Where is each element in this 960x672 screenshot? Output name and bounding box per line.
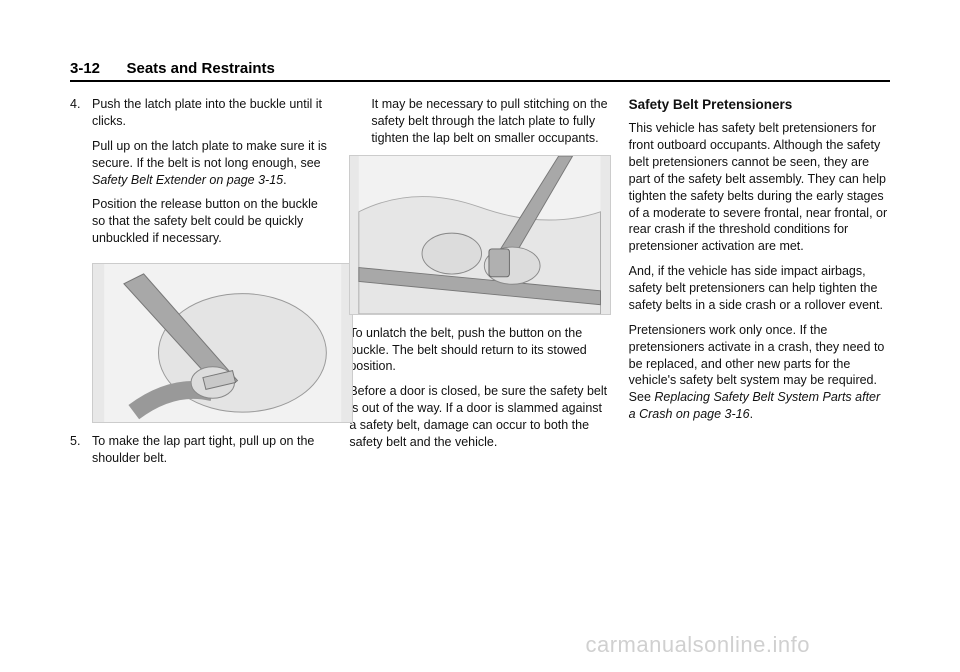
paragraph: To unlatch the belt, push the button on … [349, 325, 610, 376]
manual-page: 3-12 Seats and Restraints 4. Push the la… [70, 60, 890, 620]
text: . [283, 173, 286, 187]
page-number: 3-12 [70, 60, 100, 77]
reference-link: Safety Belt Extender on page 3-15 [92, 173, 283, 187]
section-title: Seats and Restraints [126, 60, 274, 77]
paragraph: Pull up on the latch plate to make sure … [92, 138, 331, 189]
paragraph: To make the lap part tight, pull up on t… [92, 433, 331, 467]
column-1: 4. Push the latch plate into the buckle … [70, 96, 331, 483]
column-3: Safety Belt Pretensioners This vehicle h… [629, 96, 890, 483]
step-number: 4. [70, 96, 84, 255]
subsection-heading: Safety Belt Pretensioners [629, 96, 890, 114]
seatbelt-figure-2 [349, 155, 610, 315]
step-body: To make the lap part tight, pull up on t… [92, 433, 331, 475]
step-body: Push the latch plate into the buckle unt… [92, 96, 331, 255]
text: Pull up on the latch plate to make sure … [92, 139, 327, 170]
content-columns: 4. Push the latch plate into the buckle … [70, 96, 890, 483]
column-2: It may be necessary to pull stitching on… [349, 96, 610, 483]
reference-link: Replacing Safety Belt System Parts after… [629, 390, 881, 421]
text: . [750, 407, 753, 421]
paragraph: This vehicle has safety belt pretensione… [629, 120, 890, 255]
step-number: 5. [70, 433, 84, 475]
step-4: 4. Push the latch plate into the buckle … [70, 96, 331, 255]
paragraph: It may be necessary to pull stitching on… [371, 96, 610, 147]
paragraph: Push the latch plate into the buckle unt… [92, 96, 331, 130]
step-5: 5. To make the lap part tight, pull up o… [70, 433, 331, 475]
page-header: 3-12 Seats and Restraints [70, 60, 890, 82]
paragraph: Pretensioners work only once. If the pre… [629, 322, 890, 423]
paragraph: Position the release button on the buckl… [92, 196, 331, 247]
watermark: carmanualsonline.info [585, 632, 810, 658]
paragraph: And, if the vehicle has side impact airb… [629, 263, 890, 314]
seatbelt-figure-1 [92, 263, 353, 423]
paragraph: Before a door is closed, be sure the saf… [349, 383, 610, 451]
